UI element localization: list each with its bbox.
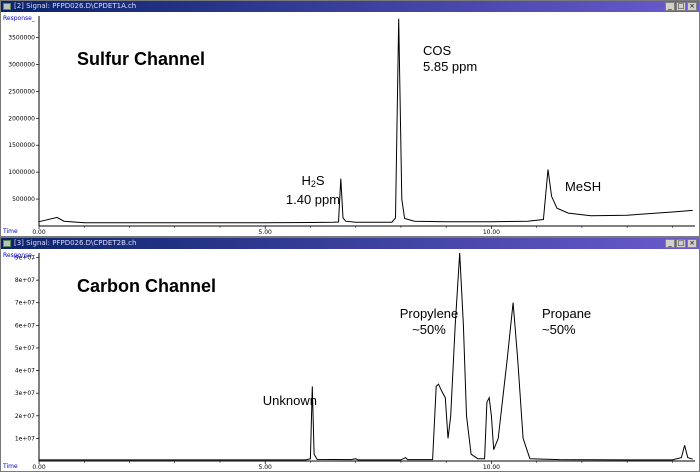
x-tick-label: 10.00 [483, 464, 500, 471]
y-tick-label: 9e+07 [15, 255, 35, 262]
x-tick-label: 5.00 [259, 229, 273, 236]
channel-title: Carbon Channel [77, 276, 217, 296]
chromatogram-trace [39, 252, 693, 461]
x-axis-label: Time [2, 463, 18, 470]
y-tick-label: 2e+07 [15, 413, 35, 420]
close-button[interactable]: × [687, 2, 697, 11]
sulfur-chart: Response_ Time 500000 1000000 1500000 20000… [2, 15, 695, 236]
propylene-percent: ~50% [412, 322, 446, 337]
y-tick-label: 3e+07 [15, 390, 35, 397]
mesh-label: MeSH [565, 179, 602, 194]
cos-label: COS [423, 43, 452, 58]
channel-title: Sulfur Channel [77, 49, 206, 69]
minimize-button[interactable]: _ [665, 2, 675, 11]
carbon-chart: Response_ Time 1e+07 2e+07 3e+07 4e+07 5e+07… [2, 252, 695, 471]
app-icon [3, 3, 11, 10]
y-tick-label: 1500000 [8, 142, 35, 149]
y-tick-label: 4e+07 [15, 368, 35, 375]
x-tick-label: 0.00 [32, 464, 46, 471]
window-titlebar[interactable]: [2] Signal: PFPD026.D\CPDET1A.ch _ □ × [1, 1, 699, 12]
y-tick-label: 2500000 [8, 88, 35, 95]
unknown-annotation: Unknown [241, 393, 317, 409]
y-tick-label: 1e+07 [15, 435, 35, 442]
h2s-label: H2S [301, 173, 325, 189]
cos-annotation: COS 5.85 ppm [423, 43, 477, 75]
x-tick-label: 0.00 [32, 229, 46, 236]
propane-annotation: Propane ~50% [542, 306, 591, 338]
h2s-annotation: H2S 1.40 ppm [277, 173, 349, 208]
y-tick-label: 7e+07 [15, 300, 35, 307]
close-button[interactable]: × [687, 239, 697, 248]
maximize-button[interactable]: □ [676, 239, 686, 248]
y-tick-label: 8e+07 [15, 277, 35, 284]
y-axis-label: Response_ [3, 252, 36, 259]
window-title: [3] Signal: PFPD026.D\CPDET2B.ch [14, 239, 137, 247]
propylene-label: Propylene [399, 306, 459, 321]
y-tick-label: 5e+07 [15, 345, 35, 352]
carbon-chromatogram-window: [3] Signal: PFPD026.D\CPDET2B.ch _ □ × R… [0, 237, 700, 472]
minimize-button[interactable]: _ [665, 239, 675, 248]
y-tick-label: 2000000 [8, 115, 35, 122]
propane-percent: ~50% [542, 322, 576, 337]
chromatogram-trace [38, 18, 693, 224]
propylene-annotation: Propylene ~50% [389, 306, 469, 338]
y-tick-label: 500000 [12, 196, 35, 203]
x-tick-label: 5.00 [259, 464, 273, 471]
y-axis-label: Response_ [3, 15, 36, 22]
app-icon [3, 240, 11, 247]
x-tick-label: 10.00 [483, 229, 500, 236]
window-title: [2] Signal: PFPD026.D\CPDET1A.ch [14, 2, 137, 10]
propane-label: Propane [542, 306, 592, 321]
y-tick-label: 3500000 [8, 35, 35, 42]
unknown-label: Unknown [262, 393, 317, 408]
x-axis-label: Time [2, 228, 18, 235]
y-tick-label: 1000000 [8, 169, 35, 176]
h2s-concentration: 1.40 ppm [285, 192, 341, 207]
sulfur-chromatogram-window: [2] Signal: PFPD026.D\CPDET1A.ch _ □ × R… [0, 0, 700, 237]
window-titlebar[interactable]: [3] Signal: PFPD026.D\CPDET2B.ch _ □ × [1, 238, 699, 249]
mesh-annotation: MeSH [565, 179, 601, 195]
y-tick-label: 6e+07 [15, 322, 35, 329]
maximize-button[interactable]: □ [676, 2, 686, 11]
y-tick-label: 3000000 [8, 61, 35, 68]
cos-concentration: 5.85 ppm [423, 59, 478, 74]
